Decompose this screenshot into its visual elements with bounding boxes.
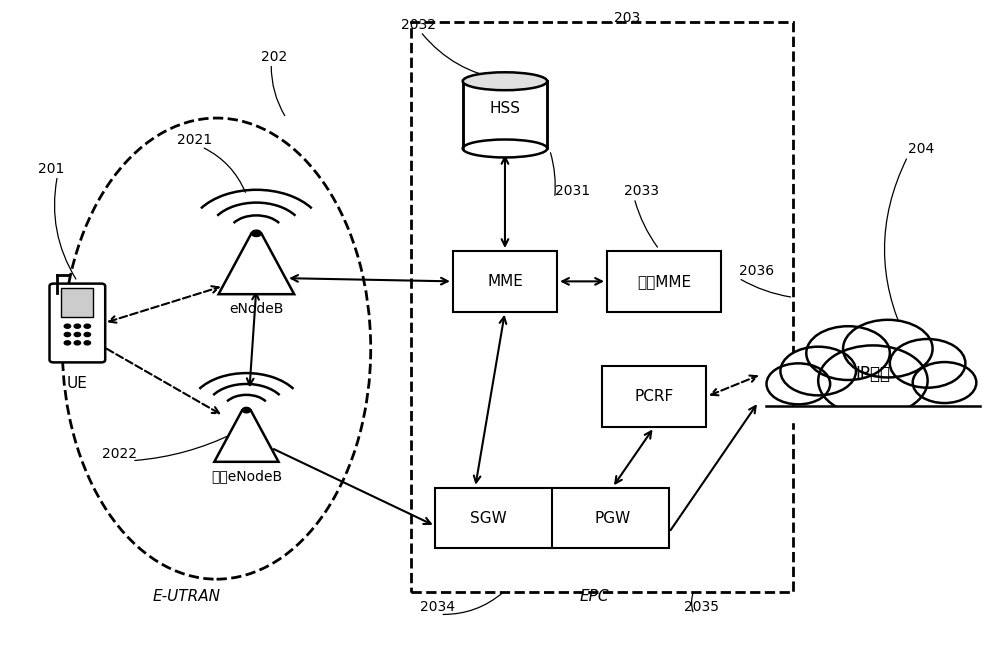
Text: EPC: EPC	[580, 589, 609, 603]
FancyBboxPatch shape	[61, 287, 93, 317]
Ellipse shape	[463, 140, 547, 158]
Polygon shape	[219, 233, 294, 294]
Text: 其它MME: 其它MME	[637, 274, 691, 289]
FancyBboxPatch shape	[453, 251, 557, 312]
Text: UE: UE	[67, 375, 88, 391]
Text: 203: 203	[614, 11, 641, 25]
Text: 201: 201	[38, 162, 64, 176]
FancyBboxPatch shape	[602, 366, 706, 427]
Circle shape	[890, 339, 965, 388]
Text: 2035: 2035	[684, 600, 719, 614]
Text: eNodeB: eNodeB	[229, 302, 284, 316]
Circle shape	[843, 320, 933, 377]
Text: 其它eNodeB: 其它eNodeB	[211, 470, 282, 483]
Circle shape	[84, 333, 90, 337]
Circle shape	[767, 363, 830, 404]
Text: 2021: 2021	[177, 133, 212, 147]
Text: 202: 202	[261, 50, 288, 63]
Ellipse shape	[463, 72, 547, 90]
Text: IP业务: IP业务	[855, 365, 890, 383]
Circle shape	[806, 326, 890, 380]
Circle shape	[242, 408, 251, 413]
Text: 2033: 2033	[624, 184, 659, 198]
Text: PCRF: PCRF	[635, 389, 674, 404]
Circle shape	[913, 362, 976, 403]
Text: 2036: 2036	[739, 264, 774, 278]
Circle shape	[251, 230, 261, 236]
Circle shape	[64, 333, 71, 337]
Circle shape	[818, 346, 928, 416]
Text: 2022: 2022	[102, 446, 137, 461]
Circle shape	[74, 341, 81, 345]
Text: 204: 204	[908, 143, 934, 156]
Circle shape	[780, 347, 856, 395]
Text: SGW: SGW	[470, 511, 506, 526]
FancyBboxPatch shape	[463, 81, 547, 149]
FancyBboxPatch shape	[50, 284, 105, 362]
FancyBboxPatch shape	[607, 251, 721, 312]
Text: E-UTRAN: E-UTRAN	[153, 589, 221, 603]
Circle shape	[64, 341, 71, 345]
Circle shape	[84, 324, 90, 328]
Text: PGW: PGW	[594, 511, 630, 526]
Circle shape	[74, 324, 81, 328]
Text: HSS: HSS	[489, 101, 520, 116]
Circle shape	[64, 324, 71, 328]
Text: MME: MME	[487, 274, 523, 289]
FancyBboxPatch shape	[435, 488, 669, 548]
Circle shape	[74, 333, 81, 337]
Text: 2032: 2032	[401, 17, 436, 32]
Circle shape	[84, 341, 90, 345]
Text: 2031: 2031	[555, 184, 590, 198]
Text: 2034: 2034	[420, 600, 455, 614]
Polygon shape	[214, 410, 279, 462]
